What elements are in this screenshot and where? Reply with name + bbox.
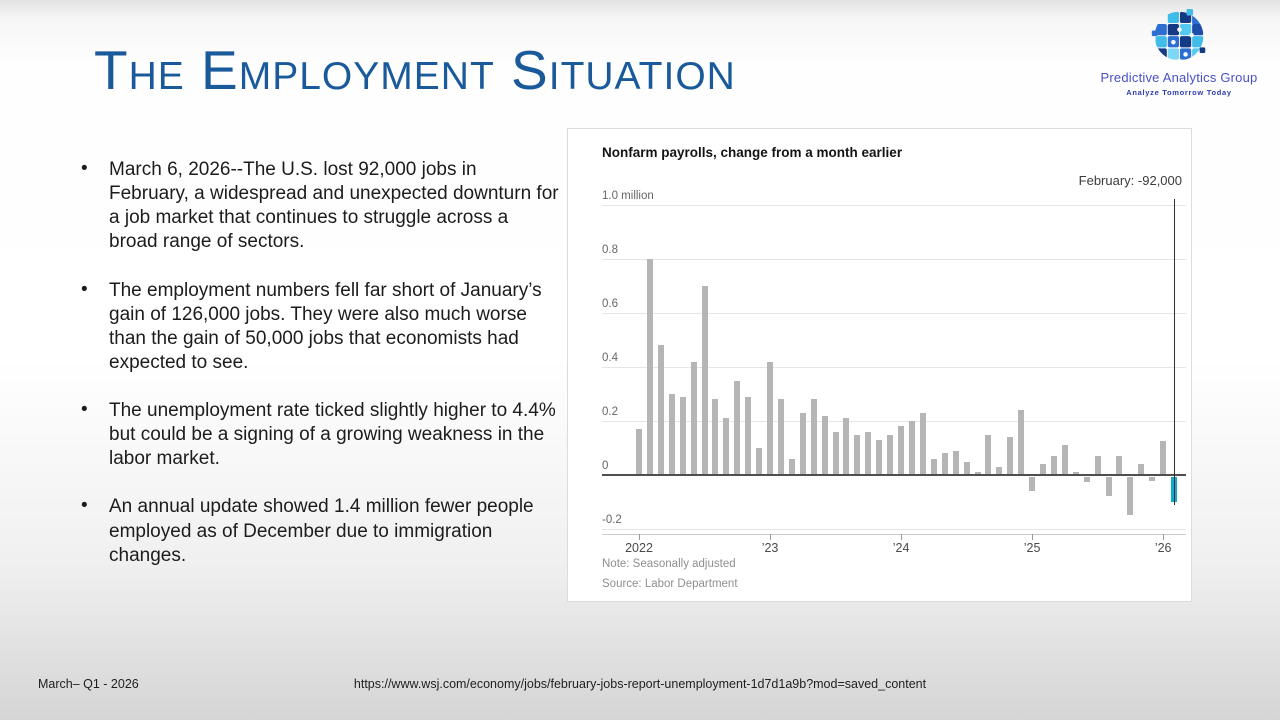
bar bbox=[788, 458, 795, 475]
bar bbox=[712, 399, 719, 475]
bar bbox=[1149, 477, 1156, 482]
x-axis-line bbox=[602, 534, 1186, 535]
bar bbox=[974, 472, 981, 475]
page-title: The Employment Situation bbox=[94, 39, 736, 101]
bar bbox=[1007, 437, 1014, 475]
bar bbox=[690, 361, 697, 475]
bar bbox=[1160, 440, 1167, 475]
x-axis-label: 2022 bbox=[625, 541, 653, 555]
x-axis-tick bbox=[639, 534, 640, 540]
y-axis-label: -0.2 bbox=[602, 514, 622, 526]
annotation-line bbox=[1174, 199, 1176, 505]
bar bbox=[887, 434, 894, 475]
gridline bbox=[602, 259, 1186, 260]
chart-note: Note: Seasonally adjusted bbox=[602, 558, 736, 570]
bar bbox=[701, 286, 708, 475]
bar bbox=[821, 415, 828, 475]
bullet-item: The unemployment rate ticked slightly hi… bbox=[78, 398, 560, 471]
bullet-item: An annual update showed 1.4 million fewe… bbox=[78, 494, 560, 567]
bar bbox=[1094, 456, 1101, 475]
bar bbox=[636, 429, 642, 475]
x-axis-label: ’24 bbox=[892, 541, 910, 555]
bar bbox=[1018, 410, 1025, 475]
x-axis-label: ’26 bbox=[1154, 541, 1172, 555]
y-axis-label: 1.0 million bbox=[602, 190, 654, 202]
source-url: https://www.wsj.com/economy/jobs/februar… bbox=[353, 677, 927, 691]
bar bbox=[865, 431, 872, 475]
x-axis-tick bbox=[770, 534, 772, 540]
gridline bbox=[602, 529, 1186, 530]
bar bbox=[799, 412, 806, 475]
gridline bbox=[602, 205, 1186, 206]
bullet-list: March 6, 2026--The U.S. lost 92,000 jobs… bbox=[78, 157, 560, 592]
y-axis-label: 0.8 bbox=[602, 244, 618, 256]
bar bbox=[843, 418, 850, 475]
bar bbox=[1138, 464, 1145, 475]
zero-axis-line bbox=[602, 474, 1186, 476]
bar bbox=[679, 396, 686, 475]
x-axis-tick bbox=[901, 534, 903, 540]
bar bbox=[668, 394, 675, 475]
gridline bbox=[602, 421, 1186, 422]
logo-name: Predictive Analytics Group bbox=[1100, 70, 1258, 85]
x-axis-label: ’25 bbox=[1023, 541, 1041, 555]
puzzle-globe-icon bbox=[1151, 8, 1206, 60]
bar bbox=[1116, 456, 1123, 475]
slide-date: March– Q1 - 2026 bbox=[38, 677, 139, 691]
bar bbox=[810, 399, 817, 475]
bar bbox=[963, 461, 970, 475]
bullet-item: The employment numbers fell far short of… bbox=[78, 278, 560, 376]
bar bbox=[985, 434, 992, 475]
bar bbox=[734, 380, 741, 475]
bar bbox=[756, 448, 763, 475]
payrolls-chart: Nonfarm payrolls, change from a month ea… bbox=[567, 128, 1192, 602]
chart-title: Nonfarm payrolls, change from a month ea… bbox=[602, 145, 903, 160]
bar bbox=[657, 345, 664, 475]
bar bbox=[930, 458, 937, 475]
bar bbox=[1040, 464, 1047, 475]
bar bbox=[1050, 456, 1057, 475]
bar bbox=[745, 396, 752, 475]
x-axis-tick bbox=[1163, 534, 1165, 540]
bar bbox=[919, 412, 926, 475]
bar bbox=[1072, 472, 1079, 475]
bar bbox=[854, 434, 861, 475]
bar bbox=[832, 431, 839, 475]
y-axis-label: 0.6 bbox=[602, 298, 618, 310]
x-axis-tick bbox=[1032, 534, 1034, 540]
bar bbox=[1083, 477, 1090, 483]
bar bbox=[646, 259, 653, 475]
bullet-item: March 6, 2026--The U.S. lost 92,000 jobs… bbox=[78, 157, 560, 255]
y-axis-label: 0 bbox=[602, 460, 609, 472]
gridline bbox=[602, 367, 1186, 368]
bar bbox=[1061, 445, 1068, 475]
logo-tagline: Analyze Tomorrow Today bbox=[1126, 88, 1232, 97]
bar bbox=[876, 439, 883, 475]
bar bbox=[898, 426, 905, 475]
x-axis-label: ’23 bbox=[761, 541, 779, 555]
bar bbox=[909, 421, 915, 475]
bar bbox=[1105, 477, 1112, 496]
chart-annotation-label: February: -92,000 bbox=[1078, 173, 1182, 188]
bar bbox=[1029, 477, 1036, 491]
bar bbox=[941, 453, 948, 475]
bar bbox=[723, 418, 730, 475]
y-axis-label: 0.4 bbox=[602, 352, 618, 364]
gridline bbox=[602, 313, 1186, 314]
bar bbox=[1127, 477, 1134, 515]
bar bbox=[767, 361, 774, 475]
logo: Predictive Analytics Group Analyze Tomor… bbox=[1090, 8, 1268, 97]
chart-source: Source: Labor Department bbox=[602, 578, 738, 590]
y-axis-label: 0.2 bbox=[602, 406, 618, 418]
bar bbox=[777, 399, 784, 475]
bar bbox=[996, 466, 1003, 475]
bar bbox=[952, 450, 959, 475]
